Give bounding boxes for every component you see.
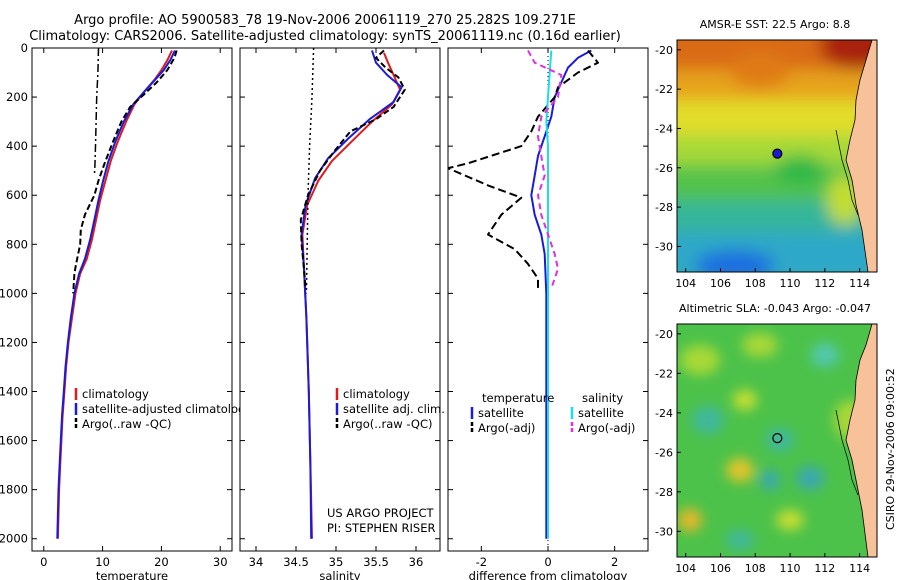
map-y-tick-label: -22: [655, 83, 673, 96]
argo-location-marker: [772, 433, 783, 444]
series-line-satellite-adjusted-climatology: [56, 50, 176, 539]
map-y-tick-label: -26: [655, 446, 673, 459]
y-tick-label: 400: [6, 139, 28, 153]
y-tick-label: 200: [6, 90, 28, 104]
map-x-tick-label: 104: [675, 277, 696, 290]
legend-group-title: temperature: [482, 391, 554, 405]
x-tick-label: -2: [476, 555, 487, 569]
legend-label: satellite-adjusted climatology: [82, 402, 252, 416]
series-line-satellite: [545, 50, 553, 539]
map-x-tick-label: 110: [780, 277, 801, 290]
x-tick-label: 10: [95, 555, 110, 569]
legend-group-title: salinity: [582, 391, 623, 405]
legend-label: Argo(-adj): [478, 421, 535, 435]
x-tick-label: 0: [544, 555, 551, 569]
map-x-tick-label: 114: [849, 562, 870, 575]
y-tick-label: 1400: [0, 385, 28, 399]
argo-location-marker: [772, 148, 783, 159]
side-label: CSIRO 29-Nov-2006 09:00:52: [884, 368, 897, 530]
legend-label: satellite adj. clim.: [343, 402, 445, 416]
series-line-aux-3: [305, 48, 315, 294]
x-tick-label: 35: [329, 555, 344, 569]
map-y-tick-label: -24: [655, 122, 673, 135]
profile-panel-1: 0 10 20 30 0 200 400 600 800 1000 1200 1400 1600 1800…: [0, 41, 252, 580]
x-tick-label: 36: [409, 555, 424, 569]
legend: temperaturesatelliteArgo(-adj)salinitysa…: [470, 391, 635, 435]
map-x-tick-label: 112: [814, 277, 835, 290]
map-x-tick-label: 106: [710, 277, 731, 290]
map-panel-1: AMSR-E SST: 22.5 Argo: 8.8 104 106 108 110 11…: [655, 18, 878, 290]
y-tick-label: 1800: [0, 483, 28, 497]
x-tick-label: 34.5: [283, 555, 309, 569]
sla-map: [677, 324, 877, 557]
legend-label: Argo(-adj): [578, 421, 635, 435]
y-tick-label: 0: [21, 41, 28, 55]
x-tick-label: 30: [213, 555, 228, 569]
header-line-2: Climatology: CARS2006. Satellite-adjuste…: [29, 29, 621, 44]
legend-label: satellite: [478, 406, 524, 420]
y-tick-label: 1200: [0, 335, 28, 349]
map-x-tick-label: 110: [780, 562, 801, 575]
series-group: [299, 48, 406, 539]
map-x-tick-label: 114: [849, 277, 870, 290]
map-y-tick-label: -30: [655, 240, 673, 253]
map-y-tick-label: -30: [655, 525, 673, 538]
x-tick-label: 20: [154, 555, 169, 569]
map-x-tick-label: 108: [745, 277, 766, 290]
series-line-argo-raw-qc-: [72, 50, 178, 294]
series-line-argo-raw-qc-: [299, 49, 406, 289]
y-tick-label: 1000: [0, 286, 28, 300]
map-y-tick-label: -26: [655, 162, 673, 175]
legend-label: satellite: [578, 406, 624, 420]
map-title: Altimetric SLA: -0.043 Argo: -0.047: [679, 302, 871, 315]
y-tick-label: 600: [6, 188, 28, 202]
y-tick-label: 2000: [0, 532, 28, 546]
annotation-text: PI: STEPHEN RISER: [327, 521, 436, 535]
annotation-text: US ARGO PROJECT: [327, 506, 435, 520]
map-x-tick-label: 104: [675, 562, 696, 575]
series-line-satellite: [530, 49, 592, 539]
series-group: [448, 49, 599, 539]
map-y-tick-label: -24: [655, 407, 673, 420]
map-y-tick-label: -28: [655, 201, 673, 214]
y-tick-label: 1600: [0, 434, 28, 448]
header-title: Argo profile: AO 5900583_78 19-Nov-2006 …: [0, 13, 650, 45]
x-axis-label: temperature: [96, 569, 168, 580]
x-tick-label: 2: [611, 555, 618, 569]
map-y-tick-label: -20: [655, 44, 673, 57]
map-panel-2: Altimetric SLA: -0.043 Argo: -0.047 104 10…: [655, 302, 878, 575]
legend-label: climatology: [343, 387, 410, 401]
map-y-tick-label: -22: [655, 367, 673, 380]
map-frame: [676, 39, 878, 273]
y-tick-label: 800: [6, 237, 28, 251]
map-title: AMSR-E SST: 22.5 Argo: 8.8: [700, 18, 851, 31]
series-group: [56, 48, 178, 539]
map-x-tick-label: 108: [745, 562, 766, 575]
x-axis-label: salinity: [319, 569, 360, 580]
x-tick-label: 34: [249, 555, 264, 569]
profile-panel-2: 34 34.5 35 35.5 36 salinity climatologysatelli…: [239, 47, 445, 580]
series-line-argo-adj-: [448, 49, 599, 289]
map-x-tick-label: 112: [814, 562, 835, 575]
x-tick-label: 35.5: [363, 555, 389, 569]
x-tick-label: 0: [40, 555, 47, 569]
map-y-tick-label: -28: [655, 486, 673, 499]
header-line-1: Argo profile: AO 5900583_78 19-Nov-2006 …: [74, 13, 576, 28]
series-line-aux-3: [93, 48, 100, 176]
map-y-tick-label: -20: [655, 328, 673, 341]
legend-label: Argo(..raw -QC): [82, 417, 172, 431]
sst-map: [677, 40, 877, 272]
axes-frame: [239, 47, 441, 552]
x-axis-label: difference from climatology: [469, 569, 628, 580]
legend-label: Argo(..raw -QC): [343, 417, 433, 431]
legend-label: climatology: [82, 387, 149, 401]
map-x-tick-label: 106: [710, 562, 731, 575]
axes-frame: [31, 47, 233, 552]
map-frame: [676, 323, 878, 558]
series-line-argo-adj-: [527, 50, 563, 289]
